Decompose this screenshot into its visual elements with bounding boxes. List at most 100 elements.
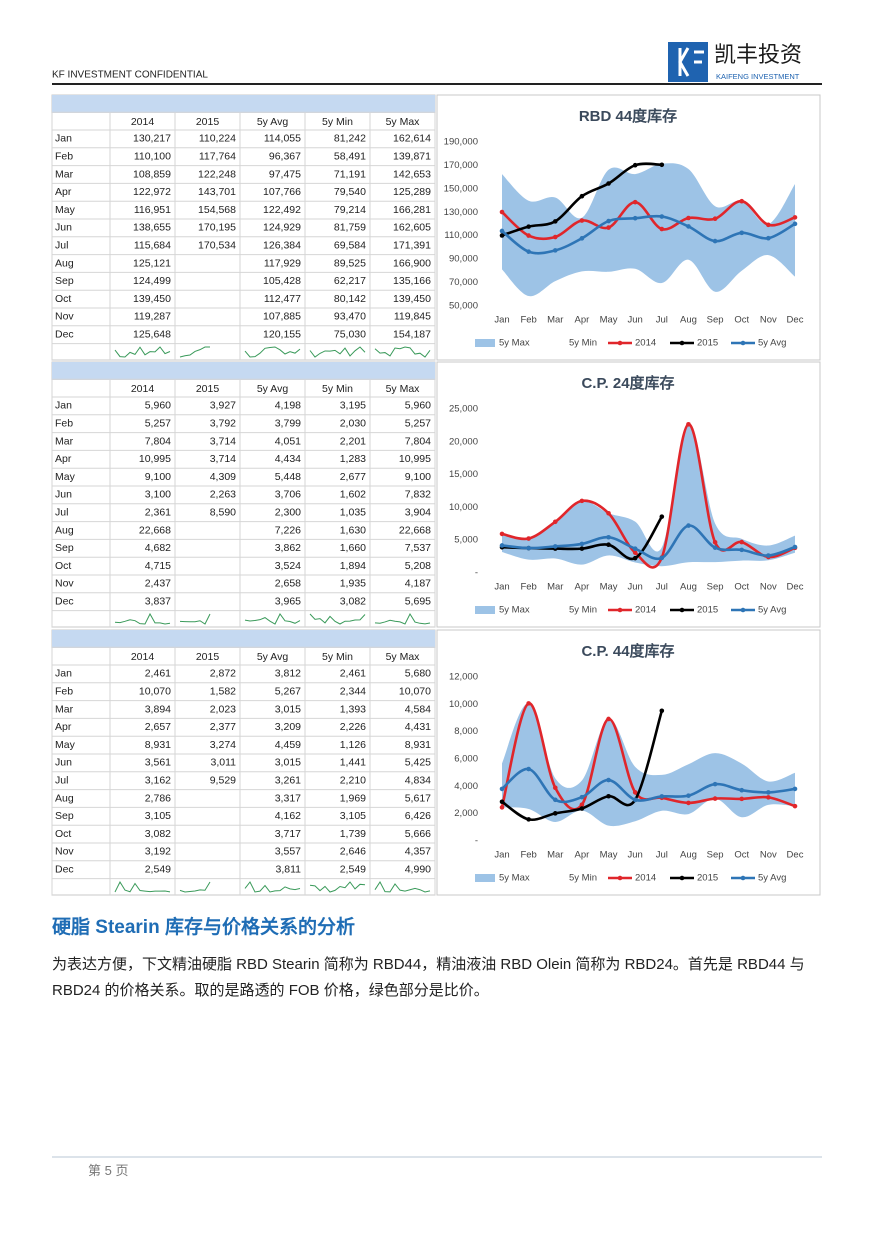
sparkline [179,346,211,358]
table-cell: 122,492 [263,204,301,216]
paragraph: 为表达方便，下文精油硬脂 RBD Stearin 简称为 RBD44，精油液油 … [52,956,805,999]
table-cell: 5,208 [405,560,431,572]
legend-swatch [475,339,495,347]
series-point [712,216,718,222]
series-point [499,805,505,810]
table-cell: 4,990 [405,863,431,875]
series-point [766,553,771,558]
legend-label: 2014 [635,873,656,884]
table-cell: 3,706 [275,489,301,501]
table-cell: 2,210 [340,774,366,786]
legend-label: 5y Min [569,605,597,616]
table-cell: 3,904 [405,506,431,518]
series-point [552,248,558,253]
table-row-label: Mar [55,703,74,715]
table-row-label: Jun [55,222,72,234]
table-cell: 4,198 [275,400,301,412]
table-cell: 4,309 [210,471,236,483]
x-tick-label: Jan [494,315,509,326]
x-tick-label: Mar [547,850,563,861]
table-cell: 125,121 [133,257,171,269]
table-cell: 166,900 [393,257,431,269]
table-cell: 117,764 [199,150,236,162]
x-tick-label: Jun [628,582,643,593]
legend-label: 5y Max [499,338,530,349]
table-cell: 3,557 [275,846,301,858]
series-point [659,214,665,219]
series-point [579,218,585,223]
band-area [502,255,795,306]
x-tick-label: Apr [575,315,590,326]
table-row-label: Oct [55,828,71,840]
table-cell: 2,677 [340,471,366,483]
table-cell: 1,660 [340,542,366,554]
table-row-label: Dec [55,328,74,340]
table-row-label: Jul [55,506,68,518]
sparkline [309,881,366,893]
table-cell: 7,804 [145,435,171,447]
x-tick-label: Aug [680,582,697,593]
table-header: 2015 [196,116,220,128]
table-cell: 1,283 [340,453,366,465]
series-point [552,785,558,791]
legend-swatch [617,340,623,346]
series-point [686,215,691,221]
series-point [632,790,638,795]
sparkline [374,881,431,893]
table-cell: 4,459 [275,739,301,751]
series-point [766,790,771,795]
series-point [579,546,585,551]
x-tick-label: Oct [734,315,749,326]
table-cell: 3,100 [145,489,171,501]
table-header: 5y Min [322,383,353,395]
y-tick-label: 2,000 [454,808,478,819]
series-point [499,799,505,805]
series-point [659,226,665,232]
table-cell: 3,105 [340,810,366,822]
series-point [766,235,771,241]
x-tick-label: Jan [494,850,509,861]
series-point [579,794,585,800]
table-cell: 3,209 [275,721,301,733]
series-point [606,716,611,722]
sparkline [309,346,366,358]
table-header: 5y Max [386,383,421,395]
table-row-label: Jun [55,489,72,501]
chart-title: C.P. 44度库存 [581,642,674,660]
series-point [526,536,531,541]
x-tick-label: Jun [628,850,643,861]
table-cell: 154,187 [393,328,431,340]
sparkline [309,613,366,625]
table-cell: 80,142 [334,293,366,305]
series-point [606,218,611,224]
x-tick-label: Jun [628,315,643,326]
x-tick-label: May [600,582,618,593]
series-point [712,781,718,787]
table-cell: 8,931 [405,739,431,751]
table-header: 2014 [131,651,155,663]
table-cell: 107,766 [263,186,301,198]
series-point [499,543,505,548]
table-cell: 3,105 [145,810,171,822]
table-cell: 119,287 [134,311,171,323]
table-row-label: Mar [55,435,74,447]
y-tick-label: 5,000 [454,535,478,546]
table-cell: 117,929 [264,257,301,269]
table-band [52,95,435,113]
series-point [606,511,611,516]
series-point [552,219,558,224]
table-row-label: Jan [55,133,72,145]
table-cell: 139,450 [133,293,171,305]
series-point [579,802,585,807]
x-tick-label: May [600,850,618,861]
table-cell: 115,684 [134,239,171,251]
y-tick-label: 130,000 [444,207,478,218]
y-tick-label: 20,000 [449,436,478,447]
table-cell: 2,263 [210,489,236,501]
table-cell: 2,377 [210,721,236,733]
x-tick-label: Jul [656,582,668,593]
table-row-label: Aug [55,524,74,536]
series-point [499,531,505,537]
table-cell: 5,960 [145,400,171,412]
